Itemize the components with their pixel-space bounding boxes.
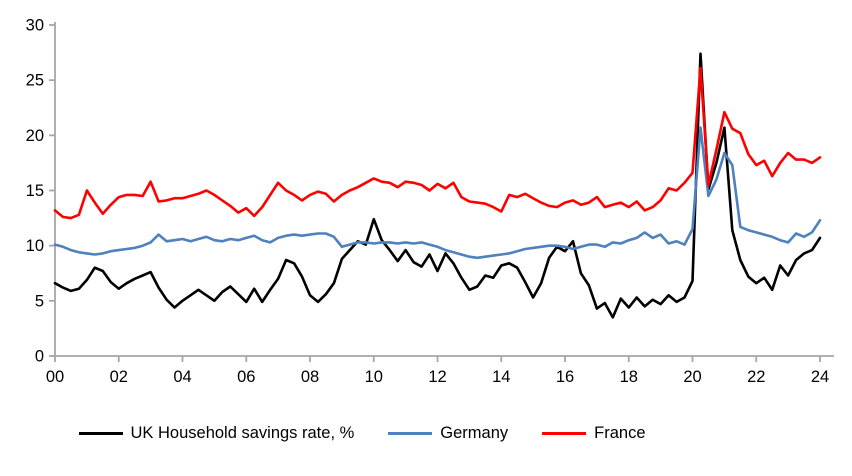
uk-line-swatch [78, 432, 123, 435]
y-tick-label: 30 [26, 17, 44, 35]
line-france [53, 66, 822, 220]
x-tick-label: 06 [237, 368, 255, 386]
x-tick-label: 20 [683, 368, 701, 386]
savings-rate-line-chart: 0 5 10 15 20 25 30 00 02 04 06 08 10 12 14 16 18 20 22 24 [26, 17, 834, 386]
line-uk-household-savings-rate [53, 52, 822, 319]
germany-line-swatch [388, 432, 433, 435]
x-tick-label: 12 [428, 368, 446, 386]
y-tick-label: 5 [35, 292, 44, 310]
y-tick-label: 25 [26, 72, 44, 90]
legend-item-uk: UK Household savings rate, % [78, 424, 355, 443]
chart-area: 0 5 10 15 20 25 30 00 02 04 06 08 10 12 14 16 18 20 22 24 [26, 17, 834, 386]
line-germany [53, 126, 822, 260]
legend-label-france: France [594, 424, 646, 442]
x-tick-label: 18 [620, 368, 638, 386]
legend-label-uk: UK Household savings rate, % [130, 424, 355, 442]
x-tick-label: 08 [301, 368, 319, 386]
legend-label-germany: Germany [440, 424, 509, 442]
y-tick-label: 20 [26, 127, 44, 145]
x-tick-label: 10 [365, 368, 383, 386]
x-tick-label: 22 [747, 368, 765, 386]
france-line-swatch [542, 432, 587, 435]
legend-item-france: France [542, 424, 646, 443]
y-tick-label: 15 [26, 182, 44, 200]
x-tick-label: 04 [173, 368, 191, 386]
y-tick-label: 10 [26, 237, 44, 255]
x-tick-label: 16 [556, 368, 574, 386]
chart-legend: UK Household savings rate, % Germany Fra… [0, 424, 788, 443]
x-tick-label: 24 [811, 368, 829, 386]
x-tick-label: 14 [492, 368, 510, 386]
x-tick-label: 02 [110, 368, 128, 386]
legend-item-germany: Germany [388, 424, 508, 443]
y-tick-label: 0 [35, 348, 44, 366]
x-tick-label: 00 [46, 368, 64, 386]
